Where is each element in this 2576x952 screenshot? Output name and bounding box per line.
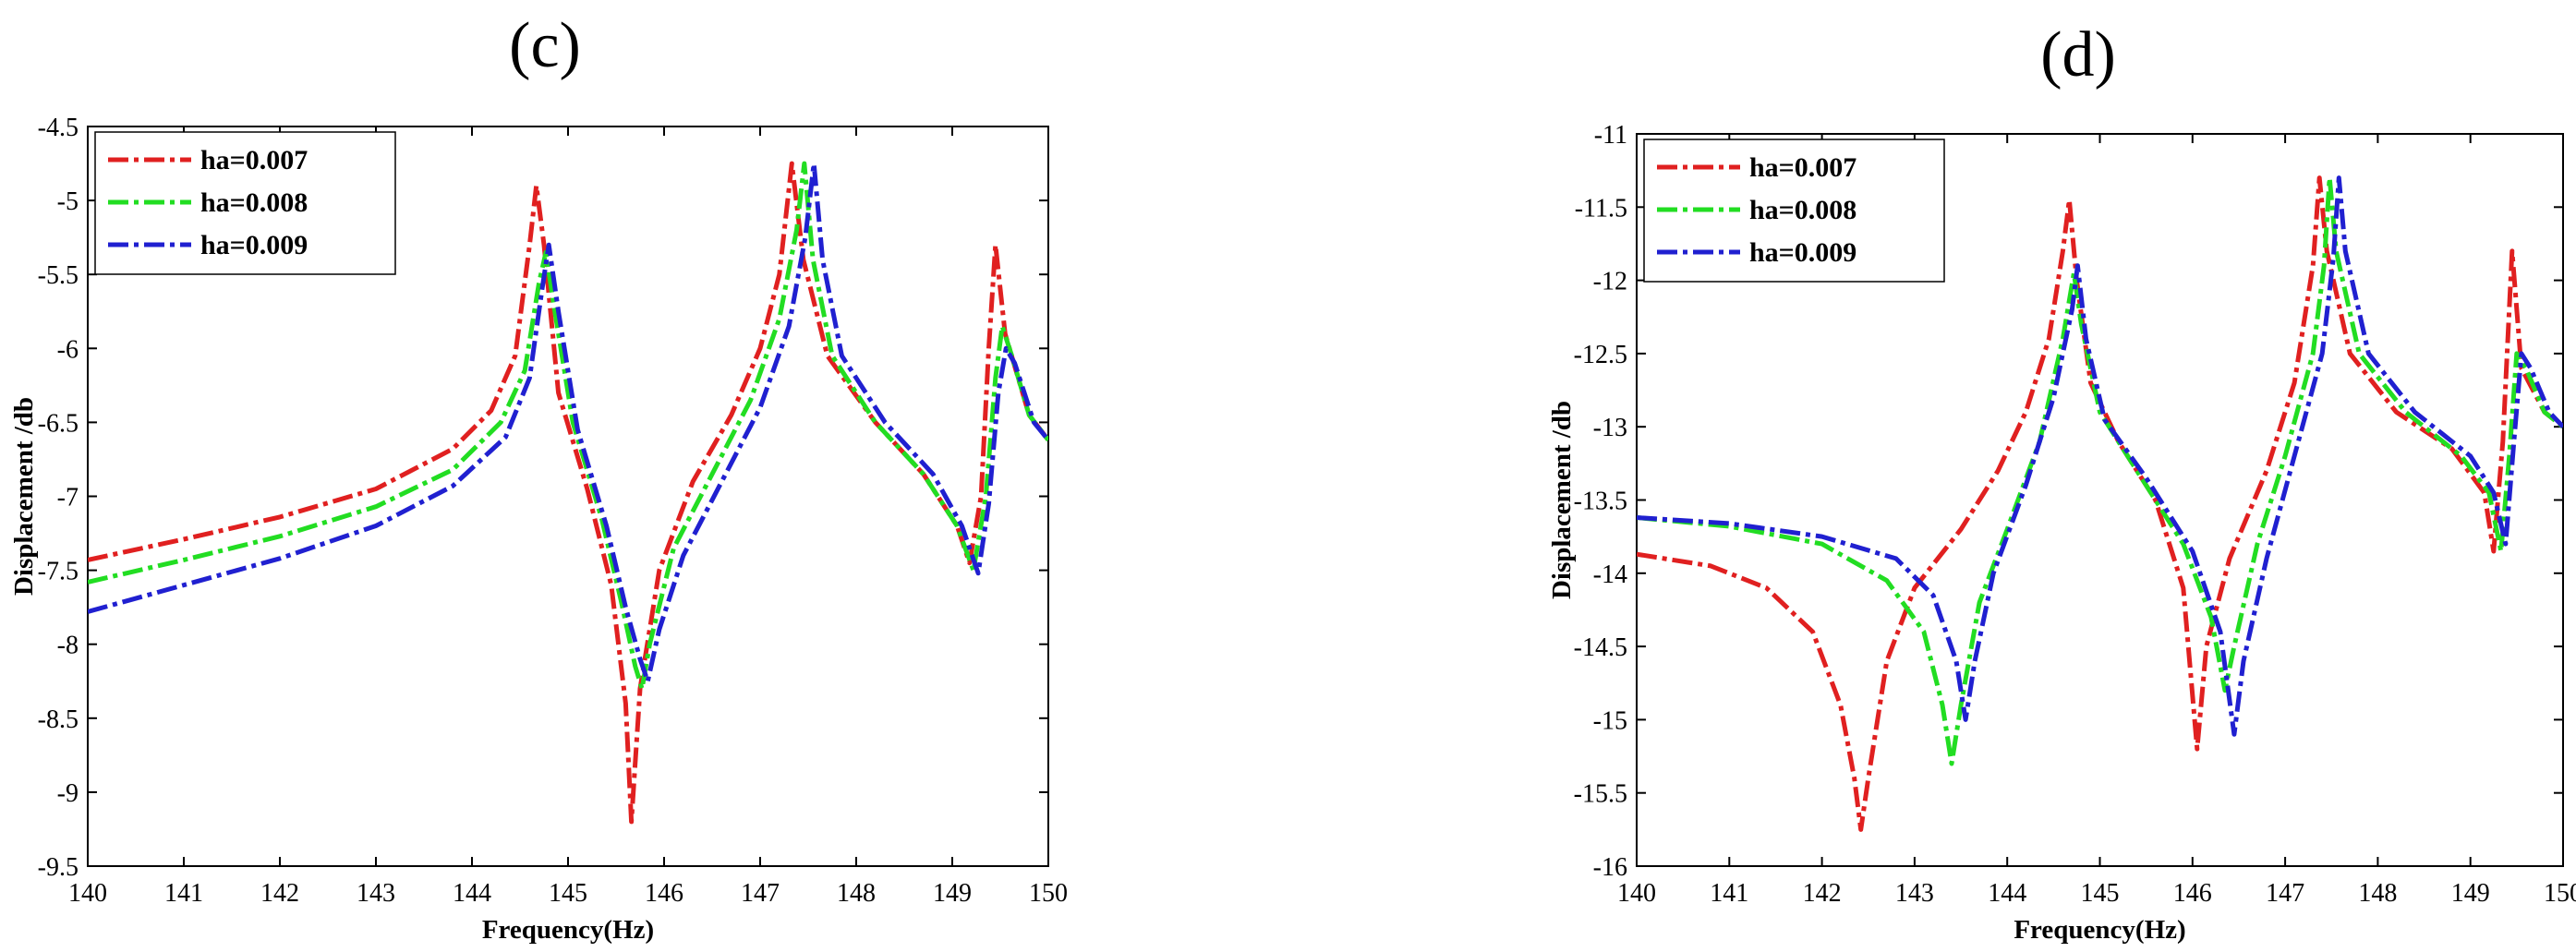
legend-entry: ha=0.008 xyxy=(1749,195,1856,225)
y-tick-label: -13.5 xyxy=(1574,488,1627,516)
x-tick-label: 149 xyxy=(933,879,972,908)
chart-panel-d: (d) 140 141 142 143 144 145 146 147 148 149 150 -11 -… xyxy=(1547,19,2576,945)
x-tick-label: 144 xyxy=(1988,879,2026,908)
y-tick-label: -6.5 xyxy=(38,409,79,438)
x-tick-label: 150 xyxy=(1029,879,1068,908)
y-tick-label: -8.5 xyxy=(38,705,79,734)
x-tick-label: 143 xyxy=(1895,879,1934,908)
legend: ha=0.007 ha=0.008 ha=0.009 xyxy=(94,131,396,275)
chart-panel-c: (c) 140 141 142 143 144 145 146 147 148 149 150 -4.5… xyxy=(9,10,1068,945)
legend-entry: ha=0.009 xyxy=(1749,237,1856,268)
y-tick-label: -14 xyxy=(1593,560,1627,589)
x-tick-label: 147 xyxy=(741,879,780,908)
x-tick-label: 142 xyxy=(1803,879,1842,908)
legend-entry: ha=0.008 xyxy=(200,187,308,218)
y-tick-label: -7 xyxy=(57,484,79,512)
x-tick-label: 150 xyxy=(2544,879,2576,908)
y-axis-title: Displacement /db xyxy=(9,397,39,596)
y-axis-title: Displacement /db xyxy=(1547,401,1577,599)
panel-label: (d) xyxy=(2040,19,2116,90)
y-tick-label: -14.5 xyxy=(1574,633,1627,662)
x-tick-label: 140 xyxy=(68,879,107,908)
y-tick-label: -13 xyxy=(1593,414,1627,442)
legend-entry: ha=0.007 xyxy=(200,145,308,175)
x-tick-label: 147 xyxy=(2266,879,2304,908)
x-tick-label: 140 xyxy=(1617,879,1656,908)
x-tick-label: 146 xyxy=(645,879,683,908)
panel-label: (c) xyxy=(509,10,581,81)
series-line-ha-0-009 xyxy=(88,161,1048,684)
legend-entry: ha=0.007 xyxy=(1749,152,1856,183)
x-tick-label: 146 xyxy=(2173,879,2212,908)
legend: ha=0.007 ha=0.008 ha=0.009 xyxy=(1643,139,1945,283)
y-tick-label: -5.5 xyxy=(38,261,79,290)
x-tick-label: 148 xyxy=(837,879,876,908)
series-line-ha-0-009 xyxy=(1637,175,2563,737)
y-tick-label: -12 xyxy=(1593,268,1627,296)
series-line-ha-0-008 xyxy=(1637,175,2563,766)
x-tick-label: 141 xyxy=(164,879,203,908)
y-tick-label: -6 xyxy=(57,335,79,364)
y-tick-label: -7.5 xyxy=(38,558,79,586)
x-tick-label: 142 xyxy=(260,879,299,908)
series-line-ha-0-008 xyxy=(88,161,1048,692)
y-tick-label: -16 xyxy=(1593,853,1627,882)
x-axis-title: Frequency(Hz) xyxy=(482,915,654,945)
y-tick-label: -12.5 xyxy=(1574,341,1627,369)
x-tick-label: 144 xyxy=(453,879,491,908)
x-tick-label: 148 xyxy=(2358,879,2397,908)
y-tick-label: -11.5 xyxy=(1575,194,1627,223)
x-axis-title: Frequency(Hz) xyxy=(2014,915,2185,945)
y-tick-label: -15 xyxy=(1593,706,1627,735)
y-tick-label: -9.5 xyxy=(38,853,79,882)
y-tick-label: -5 xyxy=(57,187,79,216)
x-tick-label: 149 xyxy=(2451,879,2490,908)
x-tick-label: 143 xyxy=(357,879,395,908)
x-tick-label: 145 xyxy=(2081,879,2120,908)
y-tick-label: -9 xyxy=(57,779,79,808)
y-tick-label: -15.5 xyxy=(1574,780,1627,809)
legend-entry: ha=0.009 xyxy=(200,230,308,260)
y-tick-label: -11 xyxy=(1594,121,1627,150)
x-tick-label: 141 xyxy=(1710,879,1748,908)
y-tick-label: -8 xyxy=(57,632,79,660)
y-tick-label: -4.5 xyxy=(38,114,79,142)
x-tick-label: 145 xyxy=(549,879,587,908)
series-line-ha-0-007 xyxy=(1637,175,2563,832)
